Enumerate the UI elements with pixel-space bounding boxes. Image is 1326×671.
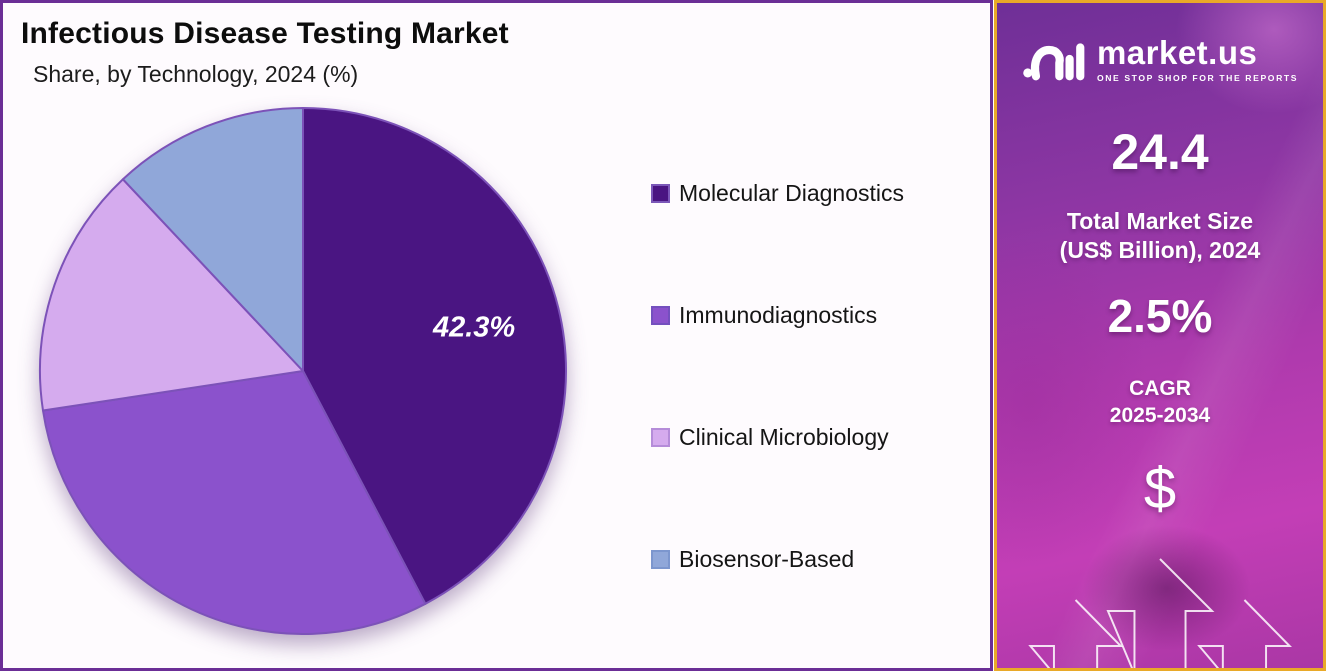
- chart-subtitle: Share, by Technology, 2024 (%): [33, 61, 359, 87]
- chart-panel: Infectious Disease Testing Market Share,…: [0, 0, 993, 671]
- pie-chart: 42.3%: [39, 107, 567, 635]
- legend-swatch-icon: [651, 428, 670, 447]
- pie-value-label: 42.3%: [432, 311, 515, 343]
- total-market-size-label: Total Market Size (US$ Billion), 2024: [997, 207, 1323, 265]
- pie-slice-immunodiagnostics: [41, 370, 427, 635]
- brand-tagline: ONE STOP SHOP FOR THE REPORTS: [1096, 72, 1299, 83]
- legend-item-immunodiagnostics: Immunodiagnostics: [651, 302, 877, 329]
- pie-slice-biosensor-based: [121, 107, 304, 372]
- brand-block: market.us ONE STOP SHOP FOR THE REPORTS: [997, 33, 1323, 85]
- legend-label: Molecular Diagnostics: [679, 180, 904, 206]
- market-us-logo-icon: [1023, 43, 1085, 81]
- legend-label: Clinical Microbiology: [679, 424, 889, 450]
- pie-slice-clinical-microbiology: [39, 178, 304, 412]
- chart-title: Infectious Disease Testing Market: [21, 17, 509, 50]
- brand-name: market.us: [1096, 33, 1258, 71]
- legend-label: Immunodiagnostics: [679, 302, 878, 328]
- legend-swatch-icon: [651, 184, 670, 203]
- cagr-label-line1: CAGR: [1129, 376, 1191, 400]
- pie-slices: [39, 107, 567, 635]
- pie-slice-molecular-diagnostics: [302, 107, 567, 605]
- cagr-value: 2.5%: [1107, 289, 1213, 342]
- dollar-icon: $: [1143, 456, 1177, 522]
- growth-arrows-icon: [1028, 558, 1292, 668]
- total-market-size-value: 24.4: [1111, 124, 1209, 180]
- cagr-label-line2: 2025-2034: [1109, 403, 1211, 427]
- total-market-size-label-line2: (US$ Billion), 2024: [1059, 236, 1261, 263]
- cagr-label: CAGR 2025-2034: [997, 375, 1323, 430]
- legend-item-molecular-diagnostics: Molecular Diagnostics: [651, 180, 904, 207]
- legend-item-clinical-microbiology: Clinical Microbiology: [651, 424, 889, 451]
- legend-swatch-icon: [651, 306, 670, 325]
- market-us-sidebar: market.us ONE STOP SHOP FOR THE REPORTS …: [994, 0, 1326, 671]
- total-market-size-label-line1: Total Market Size: [1066, 208, 1254, 234]
- legend-item-biosensor-based: Biosensor-Based: [651, 546, 854, 573]
- legend-label: Biosensor-Based: [679, 546, 855, 572]
- legend-swatch-icon: [651, 550, 670, 569]
